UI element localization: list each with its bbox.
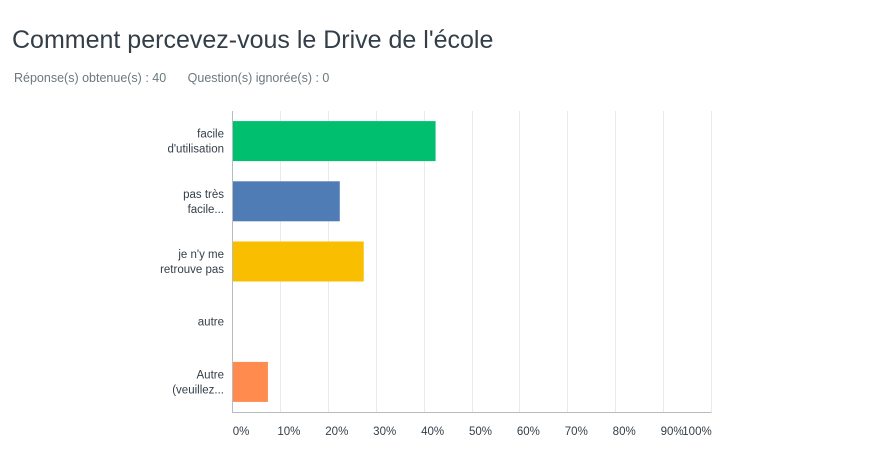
axes [232, 111, 712, 413]
x-tick-label: 40% [421, 426, 444, 438]
category-label: pas très facile... [183, 189, 224, 216]
x-tick-label: 90% [661, 426, 684, 438]
x-tick-label: 30% [373, 426, 396, 438]
answered-count: Réponse(s) obtenue(s) : 40 [14, 71, 167, 85]
bars [232, 121, 436, 402]
x-tick-label: 60% [517, 426, 540, 438]
response-stats: Réponse(s) obtenue(s) : 40 Question(s) i… [14, 71, 329, 85]
x-tick-labels: 0% 10% 20% 30% 40% 50% 60% 70% 80% 90%100% [233, 426, 712, 438]
x-tick-label: 80% [613, 426, 636, 438]
x-tick-label: 10% [277, 426, 300, 438]
category-label: Autre (veuillez... [172, 369, 224, 396]
x-tick-label: 20% [325, 426, 348, 438]
x-tick-label: 50% [469, 426, 492, 438]
bar[interactable] [232, 181, 340, 222]
bar[interactable] [232, 361, 268, 402]
bar[interactable] [232, 121, 436, 162]
bar[interactable] [232, 241, 364, 282]
gridlines [280, 111, 712, 412]
category-labels: facile d'utilisation pas très facile... je n… [160, 129, 224, 397]
category-label: facile d'utilisation [167, 129, 224, 156]
category-label: je n'y me retrouve pas [160, 249, 224, 276]
category-label: autre [198, 317, 224, 329]
x-tick-label: 70% [565, 426, 588, 438]
page-title: Comment percevez-vous le Drive de l'écol… [12, 26, 494, 54]
x-tick-label: 100% [682, 426, 711, 438]
skipped-count: Question(s) ignorée(s) : 0 [187, 71, 330, 85]
x-tick-label: 0% [233, 426, 250, 438]
